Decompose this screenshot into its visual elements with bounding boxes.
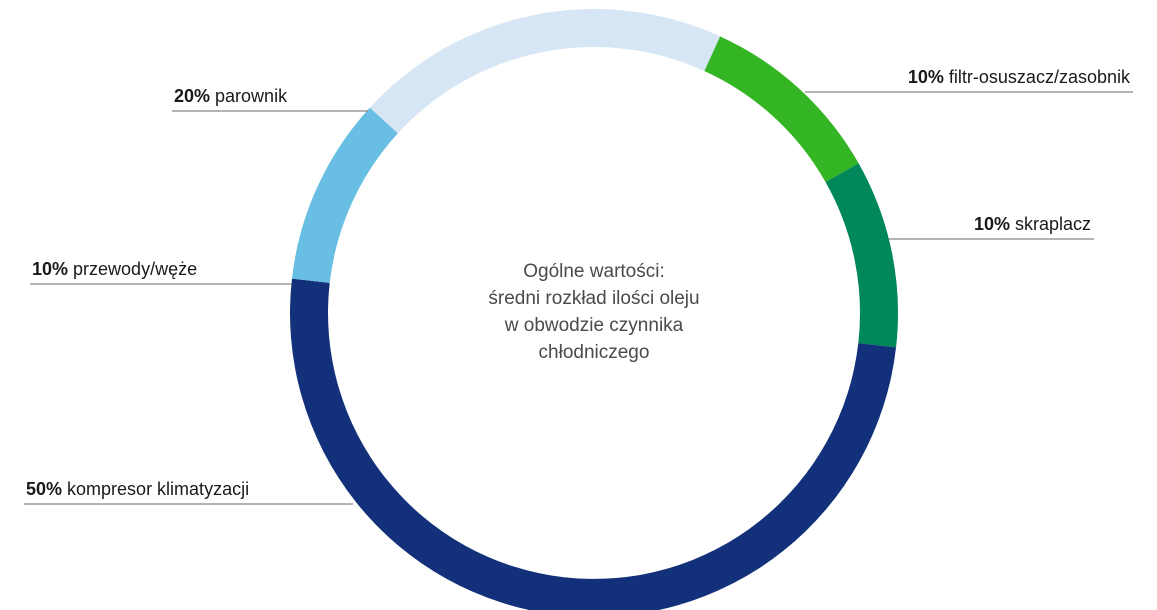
center-caption-line: Ogólne wartości: (523, 261, 665, 282)
donut-slices (290, 8, 898, 610)
slice-percent: 10% (974, 214, 1010, 234)
slice-percent: 10% (32, 259, 68, 279)
slice-percent: 10% (908, 67, 944, 87)
donut-slice-5 (369, 8, 721, 134)
center-caption-line: chłodniczego (539, 342, 650, 363)
slice-name: parownik (210, 86, 288, 106)
slice-name: filtr-osuszacz/zasobnik (944, 67, 1131, 87)
label-leaders (24, 91, 1133, 505)
center-caption: Ogólne wartości: średni rozkład ilości ol… (488, 261, 699, 363)
slice-name: kompresor klimatyzacji (62, 479, 249, 499)
slice-percent: 20% (174, 86, 210, 106)
donut-slice-1 (704, 36, 859, 183)
slice-label-4: 10% przewody/węże (32, 259, 197, 279)
donut-slice-2 (825, 163, 898, 348)
slice-name: skraplacz (1010, 214, 1091, 234)
slice-label-5: 20% parownik (174, 86, 288, 106)
center-caption-line: średni rozkład ilości oleju (488, 288, 699, 309)
donut-slice-4 (291, 107, 398, 283)
center-caption-line: w obwodzie czynnika (504, 315, 684, 336)
slice-label-3: 50% kompresor klimatyzacji (26, 479, 249, 499)
slice-name: przewody/węże (68, 259, 197, 279)
slice-percent: 50% (26, 479, 62, 499)
slice-label-1: 10% filtr-osuszacz/zasobnik (908, 67, 1131, 87)
slice-label-2: 10% skraplacz (974, 214, 1091, 234)
